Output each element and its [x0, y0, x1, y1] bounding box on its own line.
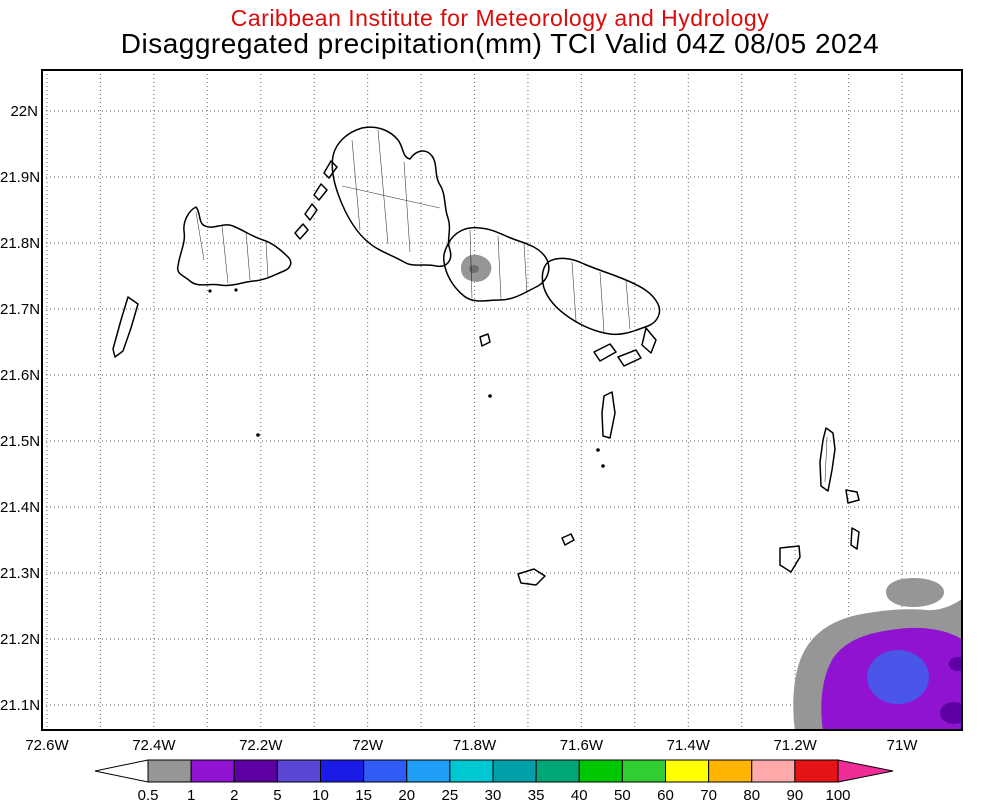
lat-label: 21.1N — [0, 697, 41, 714]
cay-dot — [208, 289, 212, 293]
lon-axis: 72.6W 72.4W 72.2W 72W 71.8W 71.6W 71.4W 71.2W 71… — [25, 737, 918, 754]
cay-dot — [601, 464, 605, 468]
colorbar-segment — [147, 759, 192, 783]
coast-long-cay — [601, 391, 616, 439]
colorbar-segment — [794, 759, 839, 783]
lat-label: 21.3N — [0, 565, 41, 582]
colorbar-segment — [449, 759, 494, 783]
lon-label: 71.8W — [452, 737, 497, 754]
coast-small-island-south-1 — [517, 568, 546, 586]
colorbar-value: 90 — [787, 787, 804, 800]
district-boundaries — [195, 129, 828, 483]
colorbar-value: 25 — [442, 787, 459, 800]
coast-middle-caicos — [443, 226, 550, 302]
coast-east-caicos — [541, 257, 661, 336]
coast-grand-turk — [819, 427, 836, 492]
colorbar-value: 70 — [700, 787, 717, 800]
colorbar-segment — [406, 759, 451, 783]
lat-label: 21.7N — [0, 301, 41, 318]
grid-lines — [42, 70, 962, 730]
coast-salt-cay — [779, 545, 801, 573]
colorbar-value: 20 — [398, 787, 415, 800]
lat-label: 21.6N — [0, 367, 41, 384]
colorbar-segment — [535, 759, 580, 783]
colorbar-segment — [363, 759, 408, 783]
colorbar-right-arrow — [837, 759, 894, 783]
lat-label: 21.4N — [0, 499, 41, 516]
coast-south-caicos-1 — [593, 343, 617, 362]
colorbar-value: 40 — [571, 787, 588, 800]
coast-small-island-mid — [479, 333, 491, 347]
lon-label: 72.4W — [132, 737, 176, 754]
colorbar-value: 5 — [273, 787, 281, 800]
colorbar: 0.5 1 2 5 10 15 20 25 30 35 40 50 60 70 80 90 100 — [94, 759, 894, 800]
colorbar-segment — [190, 759, 235, 783]
cay-dot — [256, 433, 260, 437]
coast-caicos-cay-3 — [313, 183, 328, 201]
colorbar-segment — [751, 759, 796, 783]
coastlines — [112, 126, 860, 586]
precip-cell-dark-purple-spot-1 — [940, 702, 962, 724]
lat-label: 21.2N — [0, 631, 41, 648]
colorbar-value: 30 — [485, 787, 502, 800]
coast-caicos-cay-1 — [294, 223, 309, 240]
colorbar-value: 1 — [187, 787, 195, 800]
cay-dot — [234, 288, 238, 292]
coast-gt-cay-2 — [850, 527, 860, 550]
lat-label: 22N — [10, 103, 38, 120]
colorbar-value: 35 — [528, 787, 545, 800]
lat-label: 21.8N — [0, 235, 41, 252]
colorbar-segment — [233, 759, 278, 783]
lon-label: 72W — [352, 737, 384, 754]
colorbar-value: 10 — [312, 787, 329, 800]
colorbar-segment — [492, 759, 537, 783]
cay-dot — [596, 448, 600, 452]
precipitation-layer — [461, 254, 962, 730]
colorbar-value: 100 — [825, 787, 850, 800]
lon-label: 72.6W — [25, 737, 69, 754]
map-frame — [41, 69, 963, 731]
lon-label: 71.2W — [773, 737, 817, 754]
precip-cell-blue-core — [867, 650, 929, 704]
lon-label: 71.4W — [666, 737, 710, 754]
coast-caicos-cay-4 — [323, 160, 338, 179]
cay-dot — [488, 394, 492, 398]
precip-gray-oval-southeast — [886, 578, 944, 607]
lat-axis: 22N 21.9N 21.8N 21.7N 21.6N 21.5N 21.4N 21.3N 21… — [0, 0, 40, 760]
lon-label: 72.2W — [239, 737, 283, 754]
colorbar-value: 80 — [743, 787, 760, 800]
lat-label: 21.9N — [0, 169, 41, 186]
coast-north-caicos — [331, 126, 452, 268]
colorbar-segment — [578, 759, 623, 783]
coast-caicos-cay-2 — [304, 203, 318, 221]
colorbar-segment — [708, 759, 753, 783]
lon-label: 71W — [886, 737, 918, 754]
coast-gt-cay-1 — [845, 489, 860, 504]
coast-south-caicos-2 — [617, 349, 642, 367]
institute-title: Caribbean Institute for Meteorology and … — [230, 5, 770, 31]
colorbar-value: 0.5 — [138, 787, 159, 800]
precip-cell-dark-purple-spot-2 — [949, 657, 962, 671]
colorbar-segment — [320, 759, 365, 783]
colorbar-value: 2 — [230, 787, 238, 800]
coast-providenciales — [176, 206, 292, 287]
coast-small-island-south-2 — [561, 533, 575, 546]
colorbar-value: 50 — [614, 787, 631, 800]
small-cays — [208, 288, 605, 468]
coast-east-caicos-tail — [641, 327, 657, 354]
lat-label: 21.5N — [0, 433, 41, 450]
colorbar-value: 60 — [657, 787, 674, 800]
colorbar-segment — [276, 759, 321, 783]
product-title: Disaggregated precipitation(mm) TCI Vali… — [120, 28, 880, 59]
colorbar-segment — [621, 759, 666, 783]
lon-label: 71.6W — [559, 737, 604, 754]
colorbar-value: 15 — [355, 787, 372, 800]
colorbar-segment — [665, 759, 710, 783]
colorbar-left-arrow — [94, 759, 149, 783]
coast-west-caicos — [112, 296, 139, 358]
